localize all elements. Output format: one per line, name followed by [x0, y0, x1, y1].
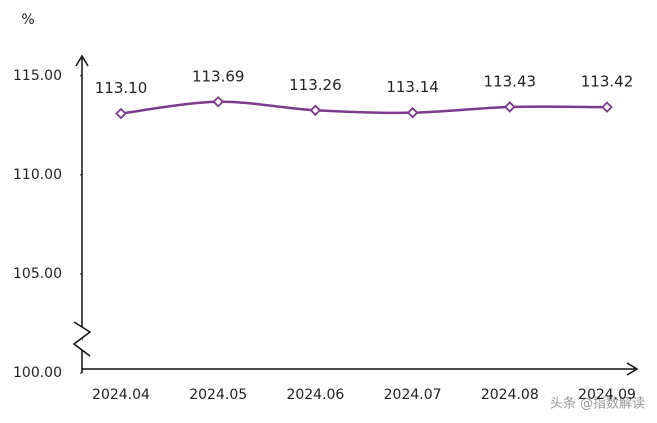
x-tick-label: 2024.08 [481, 387, 539, 403]
point-marker [309, 104, 322, 117]
data-label: 113.43 [484, 72, 537, 90]
data-label: 113.10 [95, 79, 148, 97]
line [120, 100, 608, 115]
data-label: 113.42 [581, 73, 634, 91]
y-tick-label: 105.00 [13, 266, 62, 282]
point-marker [212, 96, 224, 108]
y-axis [75, 54, 89, 373]
x-tick-label: 2024.06 [286, 387, 344, 403]
point-marker [504, 101, 516, 113]
y-tick-label: 115.00 [13, 68, 62, 84]
axis-break [72, 321, 92, 357]
y-tick-label: 110.00 [13, 167, 62, 183]
watermark: 头条 @指数解读 [550, 396, 645, 412]
data-label: 113.14 [386, 78, 439, 96]
y-tick-label: 100.00 [13, 365, 62, 381]
x-tick-label: 2024.07 [384, 387, 442, 403]
point-marker [406, 106, 419, 119]
x-tick-label: 2024.09 [578, 387, 636, 403]
point-marker [115, 107, 127, 120]
x-tick-label: 2024.04 [92, 387, 150, 403]
x-tick-label: 2024.05 [189, 387, 247, 403]
y-axis-label: % [21, 12, 34, 28]
point-marker [601, 101, 613, 113]
x-axis [82, 362, 639, 376]
data-label: 113.69 [192, 67, 245, 85]
data-label: 113.26 [289, 76, 342, 94]
